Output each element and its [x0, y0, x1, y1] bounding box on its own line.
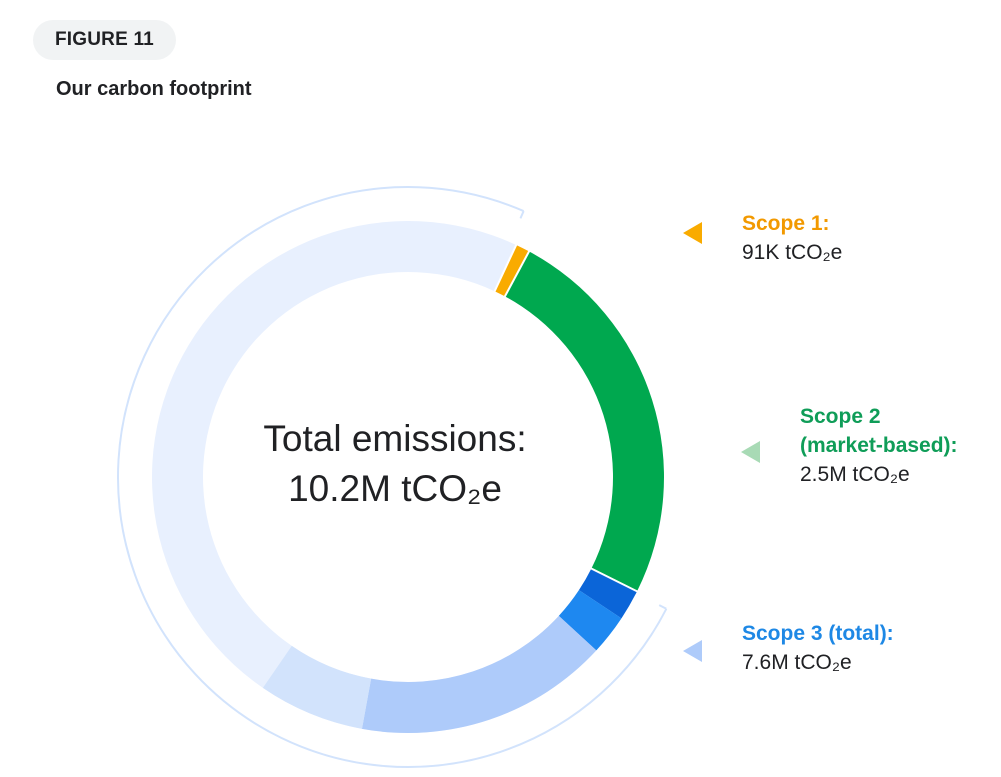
slice-separator [493, 243, 518, 293]
legend-scope2-label-line2: (market-based): [800, 434, 958, 457]
scope2-marker [741, 441, 760, 463]
scope1-marker [683, 222, 702, 244]
slice-scope3-part-1 [578, 568, 638, 619]
legend-scope1-value: 91K tCO₂e [742, 241, 843, 264]
slice-separator [590, 567, 639, 593]
legend-scope2-value: 2.5M tCO₂e [800, 463, 910, 486]
bracket-tick [519, 210, 525, 219]
legend-scope3-label: Scope 3 (total): [742, 622, 894, 645]
legend-scope1-label: Scope 1: [742, 212, 830, 235]
slice-scope3-part-4 [262, 645, 372, 729]
center-total-value: 10.2M tCO₂e [288, 468, 502, 509]
bracket-tick [658, 604, 667, 610]
slice-scope2 [504, 251, 664, 592]
legend-scope3: Scope 3 (total): 7.6M tCO₂e [742, 619, 894, 677]
scope3-marker [683, 640, 702, 662]
slice-separator [503, 250, 531, 298]
legend-scope3-value: 7.6M tCO₂e [742, 651, 852, 674]
center-total-title: Total emissions: [263, 418, 527, 459]
figure-label: FIGURE 11 [33, 20, 176, 60]
slice-scope3-part-2 [558, 590, 622, 651]
slice-scope3-part-3 [361, 615, 597, 733]
scope3-bracket-arc [117, 186, 668, 768]
legend-scope2: Scope 2 (market-based): 2.5M tCO₂e [800, 402, 958, 489]
slice-scope1 [494, 244, 530, 297]
chart-title: Our carbon footprint [56, 78, 252, 100]
legend-scope1: Scope 1: 91K tCO₂e [742, 209, 842, 267]
legend-scope2-label-line1: Scope 2 [800, 405, 881, 428]
